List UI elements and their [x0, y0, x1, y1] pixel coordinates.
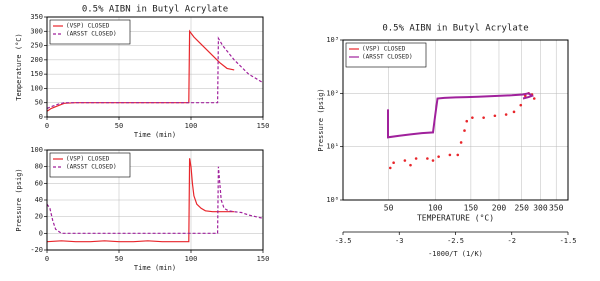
x-tick-label: 50	[115, 255, 123, 263]
data-point	[431, 159, 435, 162]
data-point	[409, 163, 412, 167]
chart-title: 0.5% AIBN in Butyl Acrylate	[382, 24, 528, 34]
legend-box	[49, 152, 131, 178]
y-tick-label: 100	[30, 146, 43, 154]
series-line	[46, 166, 264, 234]
y-tick-label: 250	[30, 42, 43, 50]
data-point	[471, 116, 474, 119]
y-tick-label: 100	[30, 84, 43, 92]
legend: (VSP) CLOSED(ARSST CLOSED)	[345, 42, 427, 68]
y-tick-label: 150	[30, 70, 43, 78]
x-tick-label: 150	[257, 122, 270, 130]
data-point	[392, 161, 395, 165]
x-tick-label: 50	[115, 122, 123, 130]
data-point	[519, 103, 523, 107]
chart-title: 0.5% AIBN in Butyl Acrylate	[82, 5, 228, 15]
legend-label: (VSP) CLOSED	[362, 46, 406, 53]
data-point	[459, 141, 463, 144]
data-point	[463, 129, 466, 132]
x2-tick-label: 350	[549, 204, 564, 213]
data-point	[426, 157, 429, 160]
x2-axis-label: TEMPERATURE (°C)	[417, 214, 494, 223]
data-point	[512, 110, 516, 114]
data-point	[493, 114, 497, 118]
x2-tick-label: 150	[464, 204, 479, 213]
x2-tick-label: 250	[514, 204, 529, 213]
y-tick-label: 350	[30, 13, 43, 21]
x2-tick-label: 300	[533, 204, 548, 213]
legend: (VSP) CLOSED(ARSST CLOSED)	[49, 152, 131, 178]
data-point	[465, 119, 469, 123]
x-axis-label: Time (min)	[134, 264, 176, 272]
series-line	[46, 158, 235, 243]
series-line	[46, 36, 264, 109]
x-axis-label: -1000/T (1/K)	[428, 250, 483, 258]
data-point	[504, 113, 508, 116]
y-tick-label: 300	[30, 27, 43, 35]
legend: (VSP) CLOSED(ARSST CLOSED)	[49, 19, 131, 45]
y-tick-label: 60	[35, 179, 43, 187]
y-tick-label: 10³	[326, 36, 339, 44]
y-tick-label: 80	[35, 163, 43, 171]
y-tick-label: 200	[30, 56, 43, 64]
x-axis-label: Time (min)	[134, 131, 176, 139]
data-point	[403, 159, 407, 162]
y-tick-label: 0	[39, 113, 43, 121]
data-point	[532, 97, 536, 100]
x-tick-label: -1.5	[560, 237, 577, 245]
x-tick-label: -2	[508, 237, 516, 245]
legend-label: (ARSST CLOSED)	[66, 31, 117, 38]
x-tick-label: 150	[257, 255, 270, 263]
y-tick-label: 0	[39, 229, 43, 237]
data-point	[437, 155, 440, 158]
y-tick-label: -20	[30, 246, 43, 254]
data-point	[388, 166, 392, 170]
x2-tick-label: 100	[428, 204, 443, 213]
x-tick-label: 100	[185, 255, 198, 263]
legend-box	[345, 42, 427, 68]
data-point	[482, 116, 485, 119]
y-tick-label: 20	[35, 213, 43, 221]
x-tick-label: 0	[45, 122, 49, 130]
series-line	[387, 92, 535, 139]
x2-tick-label: 200	[492, 204, 507, 213]
plot-frame	[46, 16, 264, 118]
y-tick-label: 10⁰	[326, 196, 339, 204]
legend-label: (ARSST CLOSED)	[66, 164, 117, 171]
y-tick-label: 10¹	[326, 143, 339, 151]
legend-label: (VSP) CLOSED	[66, 23, 110, 30]
data-point	[414, 157, 418, 160]
y-axis-label: Pressure (psig)	[317, 88, 325, 151]
y-axis-label: Temperature (°C)	[15, 33, 23, 100]
x-tick-label: -3.5	[335, 237, 352, 245]
x-tick-label: -2.5	[447, 237, 464, 245]
y-tick-label: 40	[35, 196, 43, 204]
y-axis-label: Pressure (psig)	[15, 168, 23, 231]
legend-label: (ARSST CLOSED)	[362, 54, 413, 61]
x-tick-label: 0	[45, 255, 49, 263]
x2-tick-label: 50	[384, 204, 394, 213]
legend-box	[49, 19, 131, 45]
data-point	[456, 153, 460, 157]
plot-frame	[46, 149, 264, 251]
legend-label: (VSP) CLOSED	[66, 156, 110, 163]
x-tick-label: 100	[185, 122, 198, 130]
data-point	[448, 153, 452, 157]
plot-frame	[342, 39, 569, 201]
y-tick-label: 10²	[326, 89, 339, 97]
y-tick-label: 50	[35, 99, 43, 107]
x-tick-label: -3	[395, 237, 403, 245]
